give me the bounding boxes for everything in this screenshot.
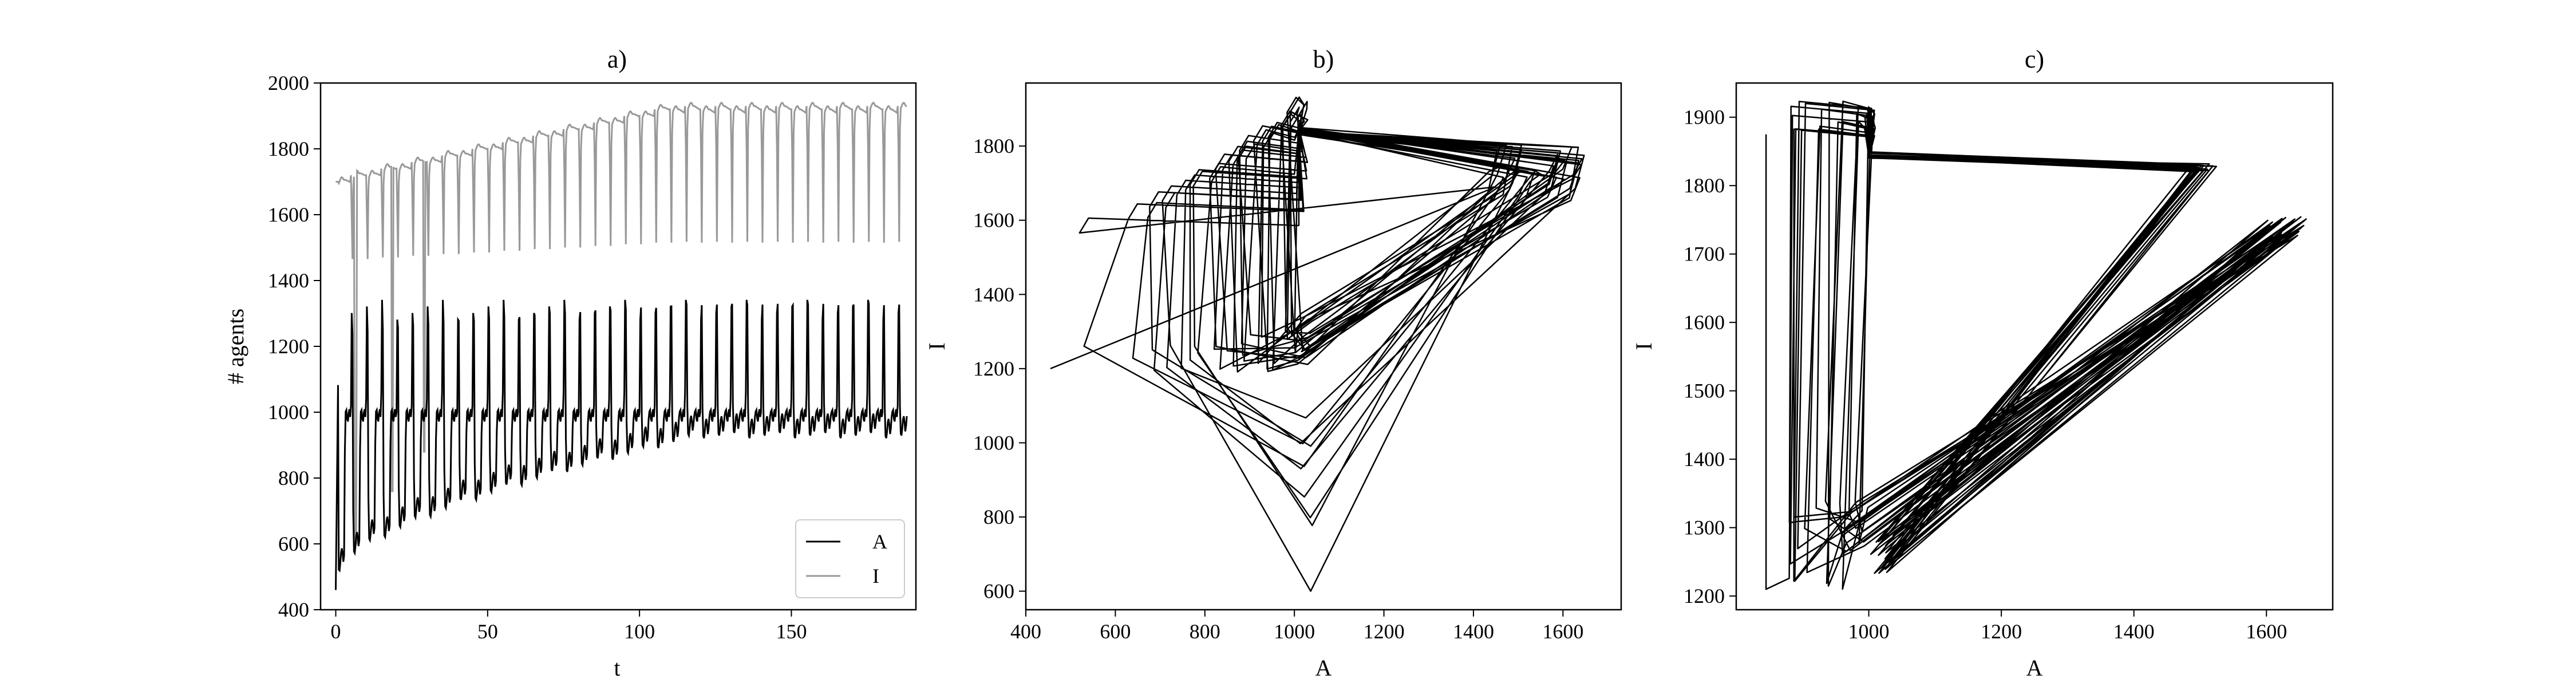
panel-b-y-tick-label: 1600: [973, 209, 1014, 232]
panel-c-y-tick-label: 1800: [1684, 174, 1725, 197]
panel-a-x-tick-label: 50: [477, 620, 498, 643]
panel-c-y-tick-label: 1200: [1684, 585, 1725, 607]
panel-a-y-tick-label: 1000: [268, 401, 309, 424]
panel-c-trajectory-group: [1765, 100, 2307, 590]
panel-a-x-tick-label: 0: [331, 620, 341, 643]
trajectory-line: [1765, 100, 2307, 590]
panel-c-x-tick-label: 1000: [1848, 620, 1890, 643]
panel-a-series-group: [335, 101, 908, 590]
series-a-line: [335, 299, 908, 590]
panel-a-y-tick-label: 1800: [268, 137, 309, 160]
legend-label-i: I: [872, 564, 879, 587]
panel-c-y-tick-label: 1500: [1684, 380, 1725, 402]
panel-c-frame: [1735, 82, 2334, 611]
panel-a-y-ticks: 400 600 800 1000 1200 1400 1600 1800 2000: [268, 72, 321, 621]
panel-b-title: b): [1313, 45, 1334, 73]
panel-a-y-tick-label: 2000: [268, 72, 309, 94]
panel-c-x-tick-label: 1400: [2113, 620, 2155, 643]
panel-b-x-tick-label: 800: [1190, 620, 1220, 643]
panel-c-phase-plot: c) 1000 1200 1400 1600 1200 1300 1400 1500 1600…: [1631, 45, 2334, 681]
panel-a-x-ticks: 0 50 100 150: [331, 610, 807, 643]
legend-label-a: A: [872, 530, 887, 553]
panel-b-y-tick-label: 600: [983, 580, 1014, 603]
panel-c-x-ticks: 1000 1200 1400 1600: [1848, 610, 2287, 643]
panel-b-y-ticks: 600 800 1000 1200 1400 1600 1800: [973, 135, 1026, 603]
panel-b-x-tick-label: 600: [1100, 620, 1131, 643]
panel-a-y-tick-label: 1200: [268, 335, 309, 358]
panel-b-x-tick-label: 1200: [1364, 620, 1405, 643]
panel-c-x-label: A: [2026, 655, 2043, 681]
panel-a-x-label: t: [614, 655, 620, 681]
panel-b-x-tick-label: 1600: [1542, 620, 1583, 643]
panel-c-y-tick-label: 1900: [1684, 106, 1725, 129]
series-i-line: [335, 101, 907, 545]
panel-a-y-label: # agents: [223, 309, 248, 384]
panel-b-trajectory-group: [1050, 96, 1585, 592]
panel-c-y-tick-label: 1700: [1684, 243, 1725, 266]
panel-b-x-tick-label: 1000: [1274, 620, 1315, 643]
panel-b-x-tick-label: 1400: [1453, 620, 1494, 643]
panel-a-y-tick-label: 1400: [268, 269, 309, 292]
panel-c-x-tick-label: 1600: [2246, 620, 2287, 643]
panel-c-y-tick-label: 1400: [1684, 448, 1725, 471]
trajectory-line: [1050, 96, 1585, 592]
panel-b-y-tick-label: 1800: [973, 135, 1014, 157]
panel-c-y-label: I: [1631, 342, 1657, 350]
panel-b-y-tick-label: 1400: [973, 283, 1014, 306]
panel-a-y-tick-label: 400: [278, 598, 309, 621]
panel-a-title: a): [607, 45, 627, 73]
panel-b-x-label: A: [1315, 655, 1332, 681]
panel-c-y-tick-label: 1300: [1684, 516, 1725, 539]
panel-a-y-tick-label: 800: [278, 467, 309, 489]
panel-b-y-label: I: [924, 342, 950, 350]
panel-a-x-tick-label: 150: [776, 620, 807, 643]
panel-b-y-tick-label: 1200: [973, 357, 1014, 380]
panel-c-title: c): [2025, 45, 2044, 73]
panel-a-y-tick-label: 600: [278, 532, 309, 555]
panel-a-y-tick-label: 1600: [268, 203, 309, 226]
panel-b-x-tick-label: 400: [1010, 620, 1041, 643]
panel-b-frame: [1025, 82, 1622, 611]
panel-c-y-tick-label: 1600: [1684, 311, 1725, 334]
panel-b-x-ticks: 400 600 800 1000 1200 1400 1600: [1010, 610, 1583, 643]
panel-c-y-ticks: 1200 1300 1400 1500 1600 1700 1800 1900: [1684, 106, 1736, 607]
panel-a-x-tick-label: 100: [624, 620, 655, 643]
legend-frame: [795, 519, 905, 598]
panel-b-phase-plot: b) 400 600 800 1000 1200 1400 1600 600 800 1000 1…: [924, 45, 1622, 681]
panel-b-y-tick-label: 800: [983, 506, 1014, 528]
panel-a-time-series: a) 0 50 100 150 400 600 800 1000 1200 1400 1600 18…: [223, 45, 917, 681]
panel-b-y-tick-label: 1000: [973, 431, 1014, 454]
panel-a-legend: A I: [795, 519, 905, 598]
panel-c-x-tick-label: 1200: [1981, 620, 2022, 643]
